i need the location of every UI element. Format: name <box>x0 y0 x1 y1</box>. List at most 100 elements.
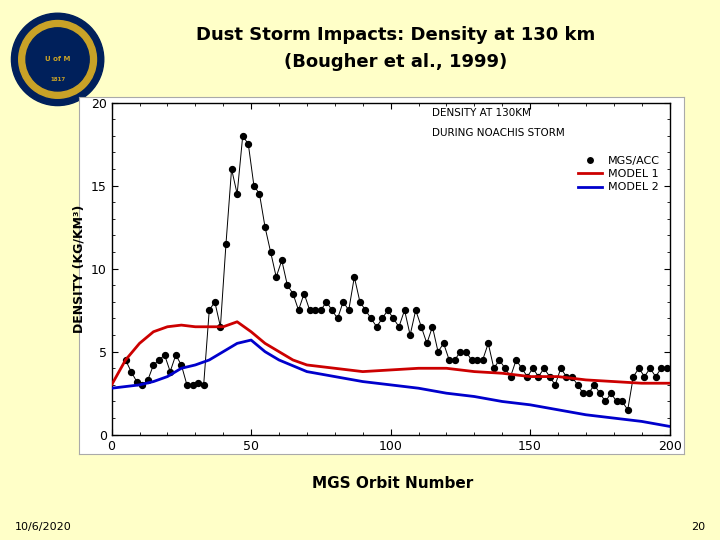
Point <box>516 364 528 373</box>
Point <box>644 364 656 373</box>
Point <box>259 223 271 232</box>
Point <box>377 314 388 323</box>
Point <box>466 356 477 364</box>
Point <box>148 361 159 369</box>
Y-axis label: DENSITY (KG/KM³): DENSITY (KG/KM³) <box>72 205 85 333</box>
Text: Dust Storm Impacts: Density at 130 km: Dust Storm Impacts: Density at 130 km <box>197 26 595 44</box>
Point <box>427 322 438 331</box>
Point <box>348 273 360 281</box>
Point <box>209 298 220 306</box>
Point <box>137 381 148 389</box>
Point <box>198 381 210 389</box>
Point <box>583 389 595 397</box>
Point <box>494 356 505 364</box>
Point <box>544 372 555 381</box>
Point <box>332 314 343 323</box>
Point <box>360 306 372 314</box>
Point <box>449 356 461 364</box>
Point <box>594 389 606 397</box>
Point <box>215 322 226 331</box>
Point <box>338 298 349 306</box>
Point <box>622 406 634 414</box>
Point <box>521 372 533 381</box>
Point <box>231 190 243 198</box>
Point <box>176 361 187 369</box>
Point <box>472 356 483 364</box>
Point <box>438 339 449 348</box>
Point <box>432 347 444 356</box>
Point <box>399 306 410 314</box>
Point <box>192 379 204 388</box>
Text: 1817: 1817 <box>50 77 66 82</box>
Point <box>454 347 466 356</box>
Point <box>650 372 662 381</box>
Point <box>482 339 494 348</box>
Point <box>639 372 650 381</box>
Point <box>460 347 472 356</box>
Point <box>142 376 153 384</box>
Point <box>533 372 544 381</box>
Legend: MGS/ACC, MODEL 1, MODEL 2: MGS/ACC, MODEL 1, MODEL 2 <box>573 151 664 197</box>
Point <box>655 364 667 373</box>
Point <box>282 281 293 289</box>
Point <box>555 364 567 373</box>
Circle shape <box>12 13 104 106</box>
Point <box>237 131 248 140</box>
Point <box>365 314 377 323</box>
Point <box>170 350 181 359</box>
Point <box>298 289 310 298</box>
Point <box>477 356 488 364</box>
Point <box>220 239 232 248</box>
Point <box>633 364 644 373</box>
Text: 10/6/2020: 10/6/2020 <box>14 522 71 532</box>
Point <box>315 306 327 314</box>
Point <box>304 306 315 314</box>
Point <box>616 397 628 406</box>
Point <box>505 372 516 381</box>
Point <box>628 372 639 381</box>
Point <box>164 367 176 376</box>
Point <box>243 140 254 149</box>
Point <box>527 364 539 373</box>
Point <box>415 322 427 331</box>
Point <box>387 314 399 323</box>
Circle shape <box>19 21 96 98</box>
Point <box>539 364 550 373</box>
Point <box>606 389 617 397</box>
Point <box>405 330 416 340</box>
Point <box>561 372 572 381</box>
Point <box>588 381 600 389</box>
Point <box>186 381 198 389</box>
Point <box>265 248 276 256</box>
Point <box>181 381 193 389</box>
Circle shape <box>26 28 89 91</box>
Point <box>153 356 165 364</box>
Point <box>293 306 305 314</box>
Text: (Bougher et al., 1999): (Bougher et al., 1999) <box>284 53 508 71</box>
Point <box>159 350 171 359</box>
Point <box>549 381 561 389</box>
Point <box>421 339 433 348</box>
Point <box>276 256 287 265</box>
Point <box>566 372 577 381</box>
Text: DENSITY AT 130KM: DENSITY AT 130KM <box>433 107 531 118</box>
Point <box>661 364 672 373</box>
Point <box>611 397 622 406</box>
Text: DURING NOACHIS STORM: DURING NOACHIS STORM <box>433 127 565 138</box>
Point <box>271 273 282 281</box>
Point <box>577 389 589 397</box>
Point <box>600 397 611 406</box>
Point <box>499 364 510 373</box>
Point <box>510 356 522 364</box>
Point <box>488 364 500 373</box>
Point <box>253 190 265 198</box>
Point <box>444 356 455 364</box>
Point <box>326 306 338 314</box>
Point <box>310 306 321 314</box>
Text: U of M: U of M <box>45 56 71 63</box>
Point <box>371 322 382 331</box>
Point <box>572 381 583 389</box>
Point <box>120 356 131 364</box>
Point <box>287 289 299 298</box>
Point <box>226 165 238 173</box>
